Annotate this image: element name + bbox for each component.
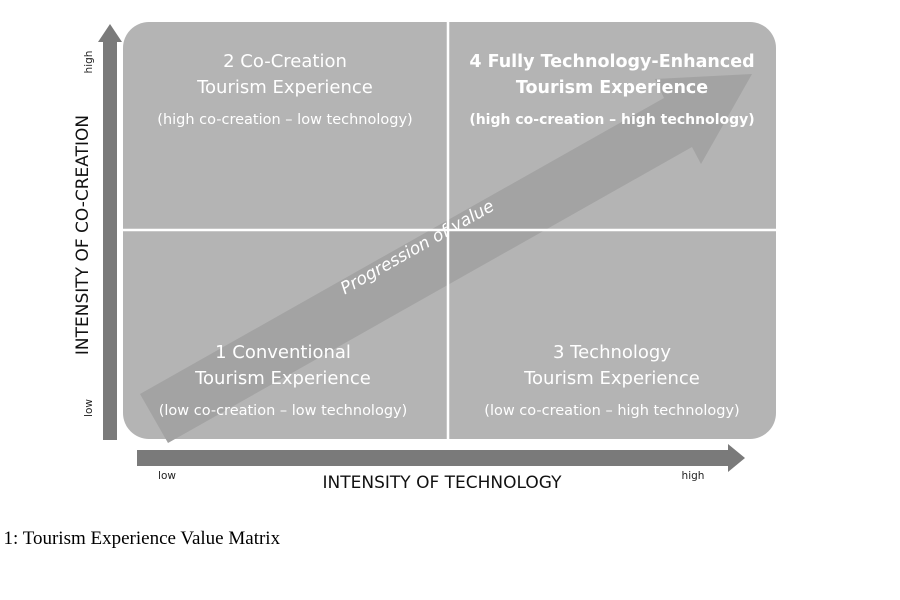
x-axis-high-label: high xyxy=(682,470,705,482)
x-axis-title: INTENSITY OF TECHNOLOGY xyxy=(323,473,563,493)
q3-title-line2: Tourism Experience xyxy=(523,368,700,389)
q2-title-line1: 2 Co-Creation xyxy=(223,51,347,72)
y-axis-title: INTENSITY OF CO-CREATION xyxy=(73,115,93,355)
q4-title-line1: 4 Fully Technology-Enhanced xyxy=(469,52,754,72)
figure-caption: re 1: Tourism Experience Value Matrix xyxy=(0,528,281,549)
q2-subtitle: (high co-creation – low technology) xyxy=(157,112,412,128)
y-axis-low-label: low xyxy=(83,399,95,417)
q3-title-line1: 3 Technology xyxy=(553,342,671,363)
q4-title-line2: Tourism Experience xyxy=(516,78,708,98)
x-axis-arrow xyxy=(137,444,745,472)
q1-subtitle: (low co-creation – low technology) xyxy=(159,403,408,419)
q3-subtitle: (low co-creation – high technology) xyxy=(484,403,739,419)
q1-title-line2: Tourism Experience xyxy=(194,368,371,389)
q2-title-line2: Tourism Experience xyxy=(196,77,373,98)
y-axis-high-label: high xyxy=(83,51,95,74)
q1-title-line1: 1 Conventional xyxy=(215,342,351,363)
progression-arrow xyxy=(140,74,752,443)
y-axis-arrow xyxy=(98,24,122,440)
q4-subtitle: (high co-creation – high technology) xyxy=(469,112,754,128)
x-axis-low-label: low xyxy=(158,470,176,482)
